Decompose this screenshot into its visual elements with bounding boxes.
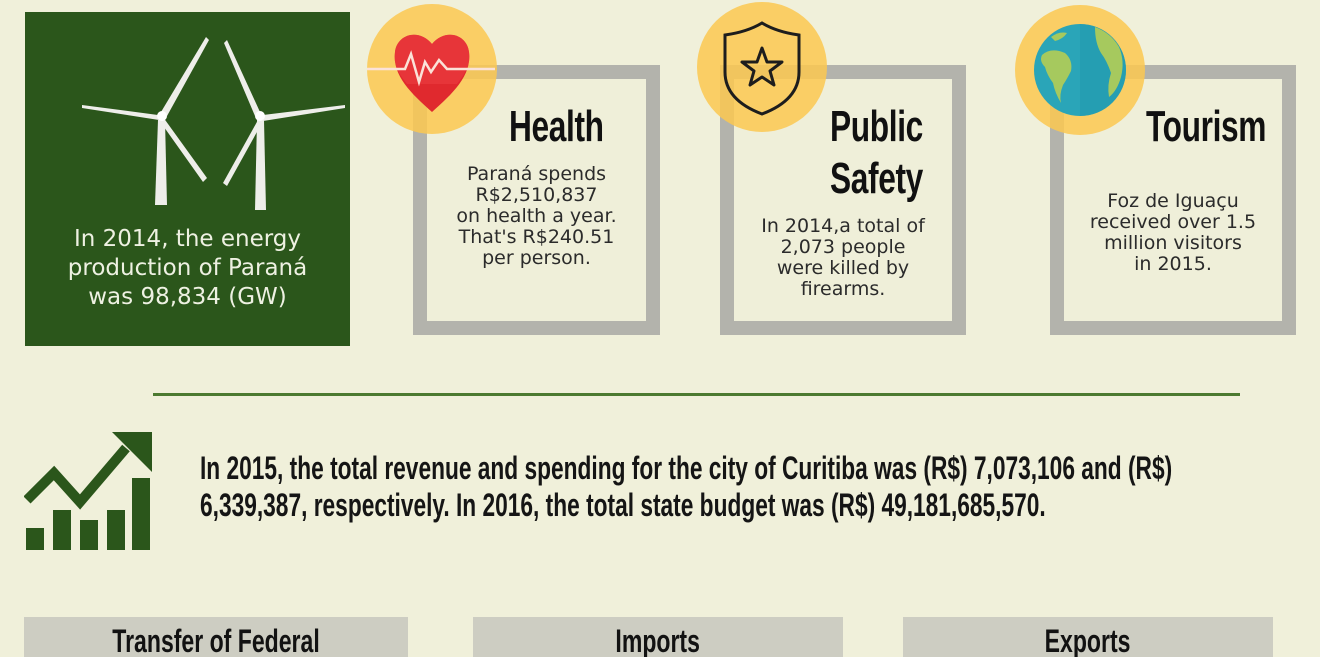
public-safety-body: In 2014,a total of 2,073 people were kil… xyxy=(734,216,952,300)
heart-pulse-icon xyxy=(367,34,495,112)
body-line: firearms. xyxy=(800,278,886,300)
body-line: million visitors xyxy=(1104,232,1242,254)
body-line: on health a year. xyxy=(456,205,617,227)
transfer-federal-funds-header: Transfer of Federal Funds xyxy=(24,617,408,657)
title-line: Public xyxy=(830,102,923,151)
section-label: Transfer of Federal Funds xyxy=(112,623,320,657)
body-line: were killed by xyxy=(776,257,910,279)
public-safety-title: Public Safety xyxy=(830,101,923,205)
wind-turbines-icon xyxy=(82,37,345,210)
body-line: Foz de Iguaçu xyxy=(1107,190,1239,212)
globe-icon xyxy=(1034,24,1126,116)
body-line: R$2,510,837 xyxy=(475,184,598,206)
exports-header: Exports xyxy=(903,617,1273,657)
body-line: 2,073 people xyxy=(780,236,906,258)
body-line: in 2015. xyxy=(1134,253,1212,275)
body-line: received over 1.5 xyxy=(1089,211,1257,233)
public-safety-icon-circle xyxy=(697,2,827,132)
energy-text: In 2014, the energy production of Paraná… xyxy=(25,225,350,312)
body-line: In 2014,a total of xyxy=(761,215,925,237)
section-label: Imports xyxy=(615,623,701,657)
section-label: Exports xyxy=(1045,623,1131,657)
budget-summary: In 2015, the total revenue and spending … xyxy=(200,450,1265,524)
imports-header: Imports xyxy=(473,617,843,657)
growth-chart-icon xyxy=(24,432,152,550)
health-body: Paraná spends R$2,510,837 on health a ye… xyxy=(427,164,646,269)
energy-line: production of Paraná xyxy=(67,255,308,281)
body-line: Paraná spends xyxy=(466,163,607,185)
energy-line: was 98,834 (GW) xyxy=(88,284,287,310)
health-title: Health xyxy=(509,102,604,151)
body-line: That's R$240.51 xyxy=(458,226,615,248)
shield-star-icon xyxy=(723,21,801,116)
energy-line: In 2014, the energy xyxy=(73,226,302,252)
tourism-icon-circle xyxy=(1015,5,1145,135)
body-line: per person. xyxy=(482,247,591,269)
tourism-body: Foz de Iguaçu received over 1.5 million … xyxy=(1064,191,1282,275)
health-icon-circle xyxy=(367,4,497,134)
title-line: Safety xyxy=(830,154,923,203)
section-divider xyxy=(153,393,1240,396)
budget-line: In 2015, the total revenue and spending … xyxy=(200,450,1173,486)
tourism-title: Tourism xyxy=(1146,102,1267,151)
energy-card: In 2014, the energy production of Paraná… xyxy=(25,12,350,346)
budget-line: 6,339,387, respectively. In 2016, the to… xyxy=(200,487,1046,523)
